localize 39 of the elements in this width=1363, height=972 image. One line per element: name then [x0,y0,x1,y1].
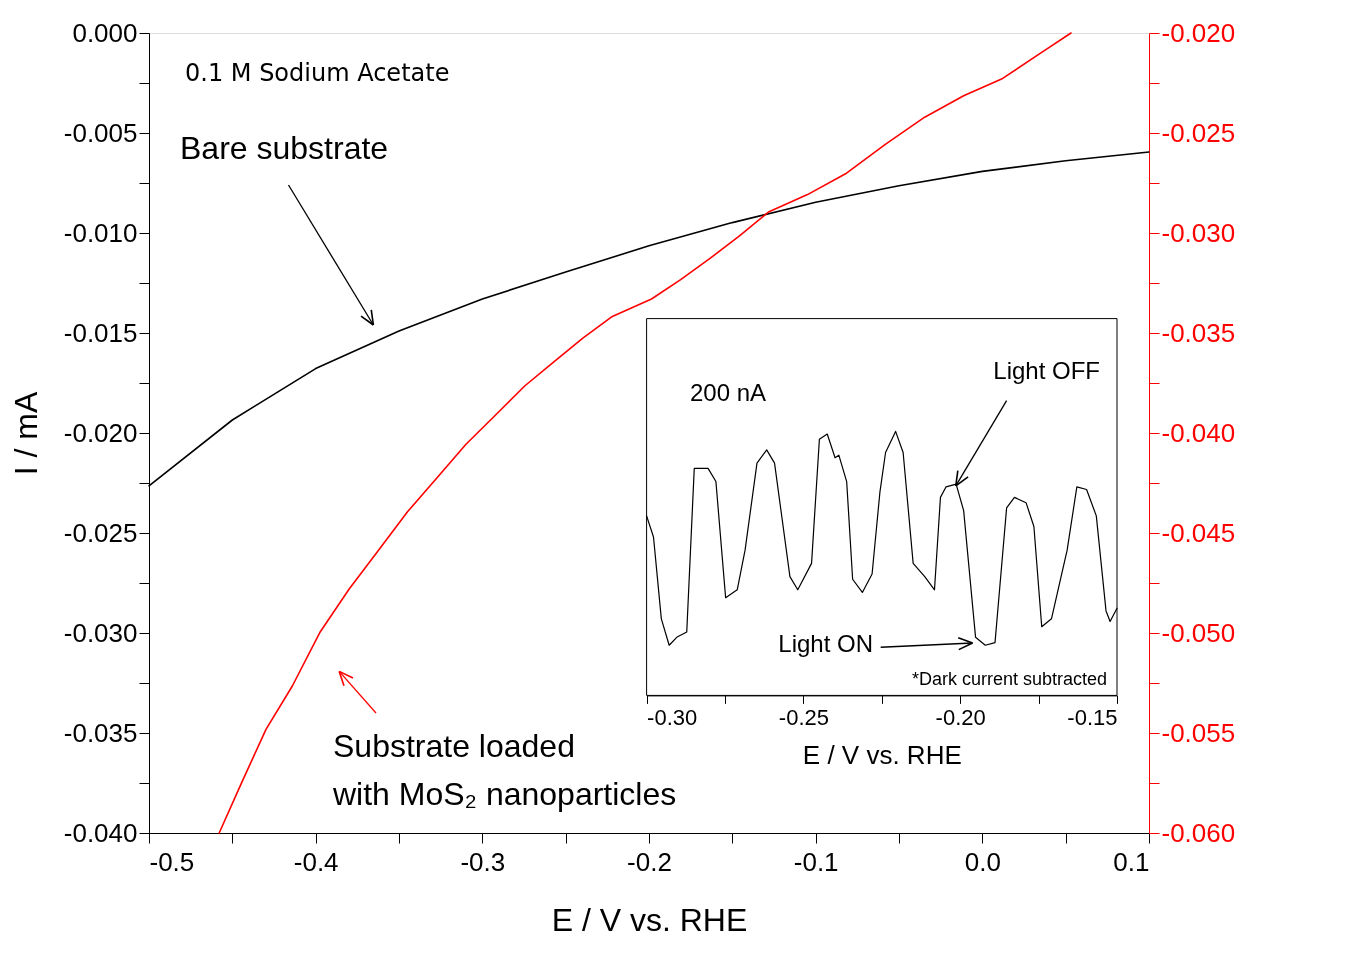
y-tick-label: -0.020 [63,417,138,448]
y2-tick-label: -0.045 [1161,517,1236,548]
annotation: Substrate loaded with MoS₂ nanoparticles [332,728,677,813]
y2-tick-label: -0.060 [1161,817,1236,848]
y2-tick-label: -0.025 [1161,117,1236,148]
x-tick-label: -0.15 [1067,704,1118,730]
x-tick-label: -0.3 [460,846,506,877]
y-tick-label: -0.005 [63,117,138,148]
y2-tick-label: -0.040 [1161,417,1236,448]
y-tick-label: 0.000 [72,17,138,48]
y2-tick-label: -0.055 [1161,717,1236,748]
y-tick-label: -0.040 [63,817,138,848]
x-tick-label: -0.5 [149,846,195,877]
x-tick-label: -0.1 [793,846,839,877]
annotation: Bare substrate [180,130,389,166]
x-axis-title: E / V vs. RHE [551,901,748,938]
y2-tick-label: -0.020 [1161,17,1236,48]
annotation: Light ON [778,630,873,657]
y2-tick-label: -0.050 [1161,617,1236,648]
annotation: 200 nA [690,378,767,406]
annotation: Light OFF [993,357,1100,385]
y-tick-label: -0.035 [63,717,138,748]
x-tick-label: 0.1 [1113,846,1150,877]
x-tick-label: -0.2 [627,846,672,877]
y-tick-label: -0.030 [63,617,138,648]
x-tick-label: 0.0 [964,846,1001,877]
y-tick-label: -0.010 [63,217,138,248]
x-tick-label: -0.20 [935,704,986,730]
y-tick-label: -0.025 [63,517,138,548]
y-tick-label: -0.015 [63,317,138,348]
x-tick-label: -0.4 [293,846,339,877]
x-axis-title: E / V vs. RHE [802,739,962,770]
y-axis-title: I / mA [7,391,44,476]
annotation: 0.1 M Sodium Acetate [185,58,450,87]
x-tick-label: -0.30 [647,704,698,730]
x-tick-label: -0.25 [778,704,829,730]
y2-tick-label: -0.030 [1161,217,1236,248]
annotation: *Dark current subtracted [911,669,1107,690]
y2-tick-label: -0.035 [1161,317,1236,348]
